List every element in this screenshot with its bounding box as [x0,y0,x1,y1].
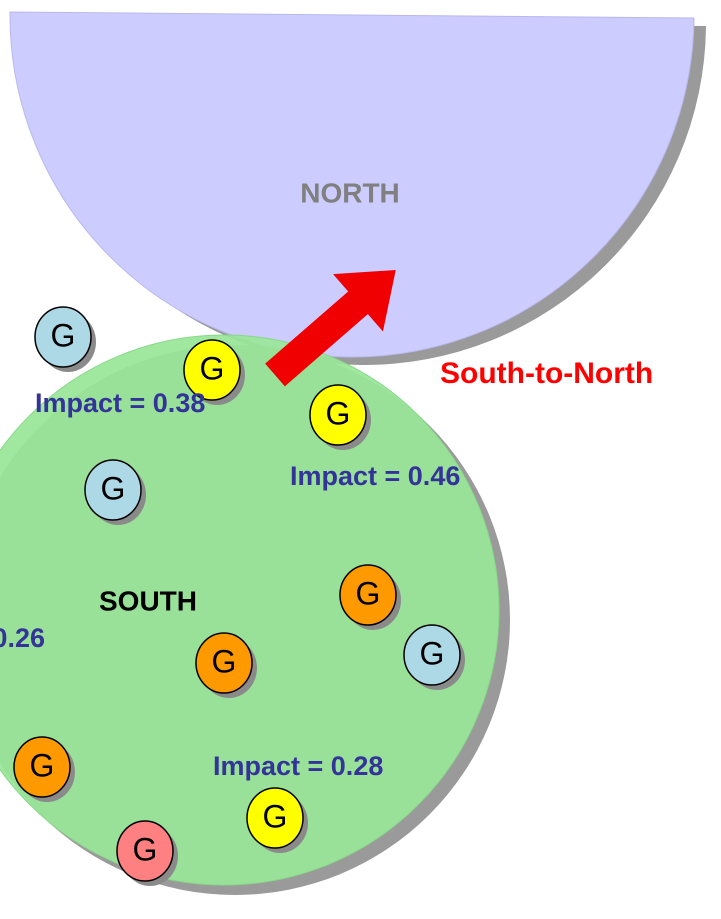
impact-label: Impact = 0.28 [213,751,383,781]
node-circle [195,632,253,694]
node-circle [13,736,71,798]
south-label: SOUTH [99,585,197,616]
impact-label: Impact = 0.38 [35,388,205,418]
node-circle [34,306,92,368]
arrow-label: South-to-North [440,357,653,390]
impact-label: Impact = 0.26 [0,623,45,653]
node: G [403,624,465,690]
node: G [84,459,146,525]
node-circle [246,787,304,849]
north-region [9,11,695,358]
node-label: G [30,747,55,783]
node-circle [183,339,241,401]
node: G [195,632,257,698]
node-circle [116,820,174,882]
node: G [183,339,245,405]
node-label: G [420,635,445,671]
node-label: G [200,350,225,386]
node-circle [403,624,461,686]
node-circle [309,384,367,446]
node: G [246,787,308,853]
node: G [309,384,371,450]
node: G [116,820,178,886]
node: G [13,736,75,802]
node-label: G [326,395,351,431]
node-label: G [212,643,237,679]
node-label: G [356,575,381,611]
node-label: G [51,317,76,353]
node-circle [84,459,142,521]
arrow [265,270,396,387]
node: G [34,306,96,372]
node-label: G [101,470,126,506]
node-label: G [133,831,158,867]
node: G [339,564,401,630]
impact-label: Impact = 0.46 [290,461,460,491]
north-label: NORTH [300,177,400,208]
node-circle [339,564,397,626]
node-label: G [263,798,288,834]
